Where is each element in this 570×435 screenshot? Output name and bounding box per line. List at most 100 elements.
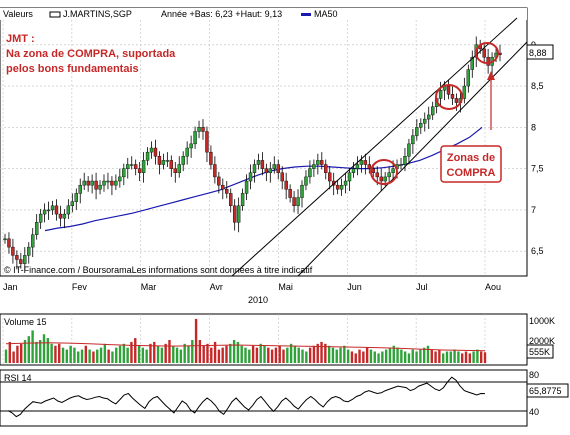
volume-bar	[327, 345, 331, 363]
volume-bar	[289, 343, 293, 363]
buy-zone-circle-1	[370, 159, 398, 185]
range-text: Année +Bas: 6,23 +Haut: 9,13	[161, 9, 282, 19]
candle-body	[114, 180, 118, 186]
annotation-arrow-head	[487, 71, 495, 80]
volume-bar	[107, 349, 110, 363]
volume-bar	[164, 343, 167, 363]
volume-bar	[411, 349, 414, 363]
candle-body	[419, 123, 423, 128]
candle-body	[98, 184, 102, 190]
volume-bar	[194, 318, 198, 363]
volume-bar	[175, 347, 179, 363]
rsi-ytick-40: 40	[529, 407, 539, 417]
candle-body	[7, 238, 11, 248]
volume-bar	[369, 349, 373, 363]
volume-last-value: 555K	[529, 347, 550, 357]
volume-bar	[229, 343, 232, 363]
price-ytick-label: 8,5	[531, 81, 544, 91]
candle-body	[126, 164, 130, 169]
volume-bar	[464, 351, 468, 363]
candle-body	[94, 180, 98, 190]
volume-ma-polyline	[5, 342, 486, 352]
volume-bar	[80, 349, 84, 363]
volume-bar	[301, 349, 304, 363]
volume-bar	[346, 349, 350, 363]
candle-body	[42, 209, 47, 215]
buy-zone-label-box	[440, 145, 502, 183]
x-tick-label: Avr	[210, 282, 223, 292]
channel-lower-line	[297, 41, 528, 277]
volume-bar	[308, 347, 312, 363]
legend-series-label: J.MARTINS,SGP	[63, 9, 132, 19]
candle-body	[185, 147, 189, 157]
candle-body	[102, 180, 106, 186]
volume-bar	[449, 351, 452, 363]
candle-body	[240, 193, 245, 207]
volume-bar	[46, 338, 50, 363]
volume-bar	[213, 341, 217, 363]
candle-body	[308, 168, 312, 178]
volume-bar	[430, 349, 433, 363]
volume-bar	[419, 349, 422, 363]
volume-bar	[267, 347, 270, 363]
volume-bar	[377, 353, 380, 363]
x-tick-label: Jun	[347, 282, 362, 292]
volume-bar	[206, 343, 209, 363]
candle-body	[201, 127, 205, 132]
candle-body	[367, 164, 372, 169]
candle-body	[38, 213, 43, 223]
volume-bar	[115, 347, 118, 363]
volume-bar	[426, 345, 430, 363]
volume-bars	[4, 318, 487, 363]
candle-body	[324, 164, 328, 173]
volume-bar	[293, 345, 297, 363]
candle-body	[50, 205, 55, 211]
volume-bar	[388, 347, 392, 363]
volume-bar	[320, 341, 323, 363]
volume-bar	[35, 341, 38, 363]
volume-bar	[453, 349, 456, 363]
volume-bar	[392, 345, 395, 363]
candle-body	[387, 172, 391, 178]
candle-body	[296, 197, 300, 207]
candle-body	[244, 180, 249, 194]
candle-body	[304, 176, 308, 186]
channel-upper-line	[231, 17, 518, 277]
rsi-line	[7, 376, 486, 418]
volume-bar	[282, 349, 285, 363]
x-axis-year: 2010	[248, 295, 268, 305]
candle-body	[217, 176, 221, 186]
volume-bar	[263, 345, 266, 363]
volume-bar	[331, 347, 335, 363]
volume-title: Volume 15	[4, 317, 47, 327]
volume-bar	[407, 353, 411, 363]
candle-body	[205, 131, 209, 153]
rsi-last-value-box	[526, 383, 569, 398]
volume-bar	[153, 341, 156, 363]
volume-bar	[422, 347, 426, 363]
candle-body	[407, 143, 411, 157]
candle-body	[450, 94, 455, 99]
candle-body	[355, 164, 360, 169]
candle-body	[130, 164, 134, 166]
candle-body	[462, 85, 467, 99]
price-panel: Valeurs J.MARTINS,SGP Année +Bas: 6,23 +…	[0, 7, 528, 277]
volume-bar	[297, 347, 300, 363]
volume-bar	[365, 347, 369, 363]
candle-body	[145, 151, 150, 161]
price-last-value-box	[526, 44, 554, 60]
candle-body	[177, 164, 181, 173]
candle-body	[15, 255, 19, 260]
candle-body	[225, 189, 229, 194]
ma-label: MA50	[314, 9, 338, 19]
volume-bar	[210, 347, 213, 363]
volume-ytick-2: 2000K	[529, 336, 555, 346]
candle-body	[248, 172, 253, 182]
volume-bar	[403, 351, 407, 363]
volume-bar	[160, 347, 164, 363]
volume-bar	[468, 353, 471, 363]
volume-bar	[172, 345, 175, 363]
volume-bar	[77, 351, 80, 363]
rsi-title: RSI 14	[4, 373, 32, 383]
volume-bar	[183, 343, 186, 363]
